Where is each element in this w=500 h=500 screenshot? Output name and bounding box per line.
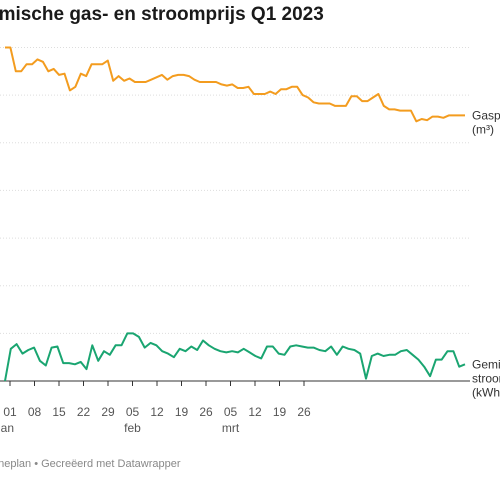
series-label-1-line-0: Gemid xyxy=(472,357,500,371)
x-axis: 01 08 15 22 29 05 12 19 26 05 12 19 26 an feb mrt xyxy=(1,381,311,435)
series-label-1-line-1: stroom xyxy=(472,371,500,385)
x-tick-label-5: 05 xyxy=(126,405,140,419)
month-label-2: mrt xyxy=(222,421,240,435)
x-tick-label-8: 26 xyxy=(199,405,213,419)
x-tick-label-6: 12 xyxy=(150,405,164,419)
x-tick-label-10: 12 xyxy=(248,405,262,419)
x-tick-label-3: 22 xyxy=(77,405,91,419)
x-tick-label-9: 05 xyxy=(224,405,238,419)
x-tick-label-2: 15 xyxy=(52,405,66,419)
series-lines xyxy=(4,46,466,382)
x-tick-label-11: 19 xyxy=(273,405,287,419)
x-tick-label-0: 01 xyxy=(3,405,17,419)
x-tick-label-4: 29 xyxy=(101,405,115,419)
gridlines xyxy=(0,47,470,382)
month-label-1: feb xyxy=(124,421,141,435)
series-label-1-line-2: (kWh) xyxy=(472,385,500,399)
series-line-1 xyxy=(4,332,466,382)
month-label-0: an xyxy=(1,421,14,435)
x-tick-label-7: 19 xyxy=(175,405,189,419)
x-tick-label-1: 08 xyxy=(28,405,42,419)
x-tick-label-12: 26 xyxy=(297,405,311,419)
series-label-0-line-1: (m³) xyxy=(472,122,494,136)
series-label-0-line-0: Gaspr xyxy=(472,108,500,122)
chart-title: amische gas- en stroomprijs Q1 2023 xyxy=(0,4,324,25)
source-footer: aneplan • Gecreëerd met Datawrapper xyxy=(0,458,181,470)
series-labels: Gaspr(m³) Gemidstroom(kWh) xyxy=(472,108,500,399)
series-line-0 xyxy=(5,46,465,123)
